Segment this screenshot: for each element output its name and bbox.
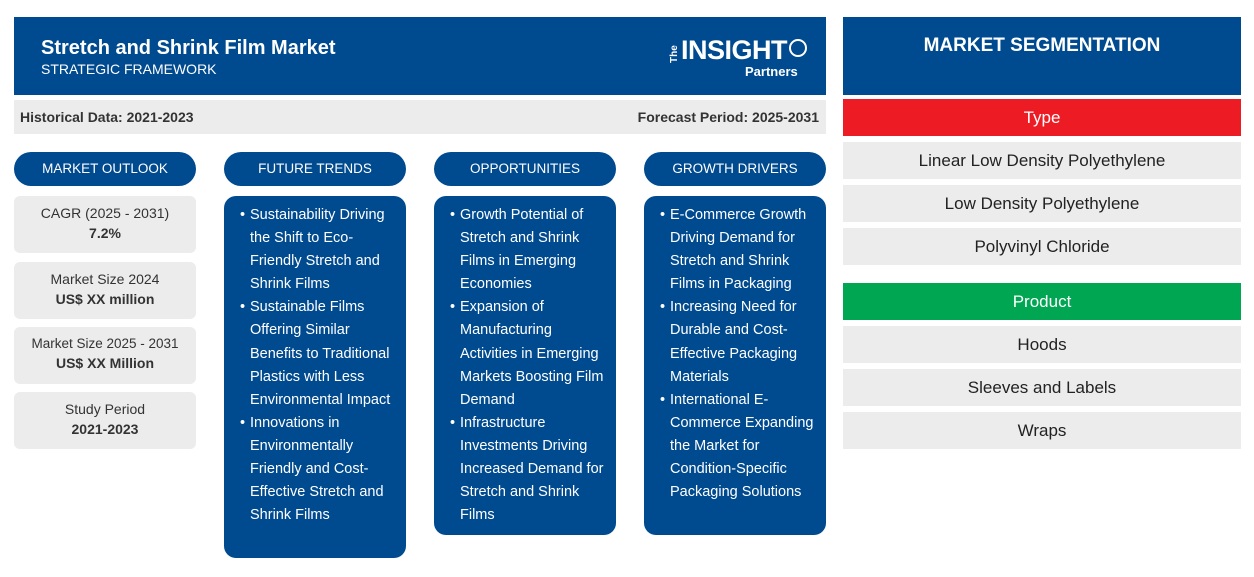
market-segmentation-title: MARKET SEGMENTATION [843,17,1241,95]
stat-label: Study Period [64,401,146,417]
stat-value: 2021-2023 [71,421,139,437]
growth-drivers-panel: E-Commerce Growth Driving Demand for Str… [644,196,826,535]
segment-item: Polyvinyl Chloride [843,228,1241,265]
market-outlook-heading: MARKET OUTLOOK [14,152,196,186]
opportunities-panel: Growth Potential of Stretch and Shrink F… [434,196,616,535]
segment-item: Linear Low Density Polyethylene [843,142,1241,179]
insight-partners-logo: The INSIGHT Partners [669,33,809,85]
forecast-period-label: Forecast Period: 2025-2031 [637,109,819,125]
list-item: E-Commerce Growth Driving Demand for Str… [660,204,816,296]
list-item: International E-Commerce Expanding the M… [660,389,816,504]
stat-study-period: Study Period 2021-2023 [14,392,196,449]
historical-data-label: Historical Data: 2021-2023 [20,109,194,125]
future-trends-panel: Sustainability Driving the Shift to Eco-… [224,196,406,558]
segment-type-heading: Type [843,99,1241,136]
stat-label: Market Size 2024 [50,271,160,287]
stat-label: Market Size 2025 - 2031 [31,336,179,351]
list-item: Infrastructure Investments Driving Incre… [450,412,606,527]
future-trends-heading: FUTURE TRENDS [224,152,406,186]
segment-item: Sleeves and Labels [843,369,1241,406]
logo-partners-text: Partners [745,64,798,79]
opportunities-heading: OPPORTUNITIES [434,152,616,186]
report-subtitle: STRATEGIC FRAMEWORK [41,61,217,77]
list-item: Growth Potential of Stretch and Shrink F… [450,204,606,296]
segment-item: Wraps [843,412,1241,449]
stat-market-size-2024: Market Size 2024 US$ XX million [14,262,196,319]
stat-value: 7.2% [89,225,121,241]
list-item: Expansion of Manufacturing Activities in… [450,296,606,411]
list-item: Innovations in Environmentally Friendly … [240,412,396,527]
logo-insight-text: INSIGHT [681,35,788,65]
segment-item: Hoods [843,326,1241,363]
segment-product-heading: Product [843,283,1241,320]
data-period-bar: Historical Data: 2021-2023 Forecast Peri… [14,100,826,134]
stat-market-size-forecast: Market Size 2025 - 2031 US$ XX Million [14,327,196,384]
list-item: Sustainable Films Offering Similar Benef… [240,296,396,411]
list-item: Increasing Need for Durable and Cost-Eff… [660,296,816,388]
stat-value: US$ XX Million [55,355,154,371]
logo-swoosh-icon [789,39,807,57]
list-item: Sustainability Driving the Shift to Eco-… [240,204,396,296]
logo-the-text: The [669,45,680,63]
report-title: Stretch and Shrink Film Market [41,37,336,59]
report-header: Stretch and Shrink Film Market STRATEGIC… [14,17,826,95]
stat-label: CAGR (2025 - 2031) [40,205,170,221]
stat-value: US$ XX million [55,291,155,307]
stat-cagr: CAGR (2025 - 2031) 7.2% [14,196,196,253]
growth-drivers-heading: GROWTH DRIVERS [644,152,826,186]
segment-item: Low Density Polyethylene [843,185,1241,222]
